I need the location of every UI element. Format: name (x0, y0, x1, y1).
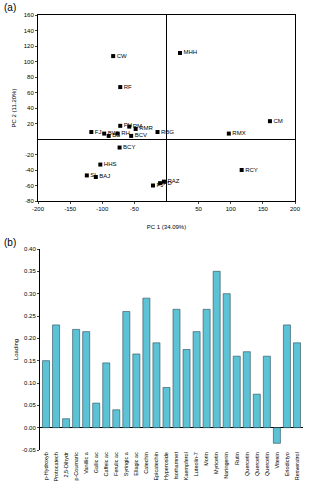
svg-text:Naringenin: Naringenin (223, 452, 229, 479)
svg-text:RMX: RMX (232, 130, 245, 136)
svg-text:BCY: BCY (123, 144, 135, 150)
svg-text:-40: -40 (25, 167, 34, 173)
svg-text:120: 120 (24, 43, 35, 49)
svg-text:Quercetin: Quercetin (254, 452, 260, 476)
svg-text:p-Hydroxyb: p-Hydroxyb (43, 452, 49, 480)
svg-text:-100: -100 (96, 206, 109, 212)
svg-text:HHS: HHS (104, 161, 117, 167)
html-text:(a): (a) (4, 2, 17, 13)
svg-text:Caffeic ac: Caffeic ac (103, 452, 109, 477)
svg-text:RH: RH (121, 130, 130, 136)
svg-text:Quercetin: Quercetin (264, 452, 270, 476)
svg-text:FJ: FJ (95, 129, 102, 135)
svg-text:Protocatech: Protocatech (53, 452, 59, 481)
svg-text:-200: -200 (32, 206, 45, 212)
svg-text:Epicatechin: Epicatechin (153, 452, 159, 480)
svg-text:Vitexin: Vitexin (274, 452, 280, 468)
svg-text:200: 200 (290, 206, 301, 212)
svg-text:Vanillic a: Vanillic a (83, 451, 89, 474)
svg-text:-20: -20 (25, 152, 34, 158)
svg-text:100: 100 (24, 59, 35, 65)
svg-text:Syringic a: Syringic a (123, 451, 129, 476)
svg-text:Resveratrol: Resveratrol (294, 452, 300, 480)
svg-text:Eriodictyo: Eriodictyo (284, 452, 290, 476)
svg-text:BAJ: BAJ (99, 173, 110, 179)
svg-text:-0.05: -0.05 (22, 447, 36, 453)
html-text:(b): (b) (4, 237, 17, 248)
svg-text:CM: CM (273, 118, 282, 124)
svg-text:40: 40 (27, 105, 34, 111)
svg-text:Quercetin: Quercetin (244, 452, 250, 476)
svg-text:RM: RM (133, 123, 142, 129)
svg-text:Hyperoside: Hyperoside (163, 452, 169, 480)
svg-text:p-Coumaric: p-Coumaric (73, 452, 79, 481)
svg-text:0.15: 0.15 (24, 358, 36, 364)
svg-text:RMR: RMR (139, 125, 153, 131)
svg-text:140: 140 (24, 28, 35, 34)
svg-text:150: 150 (258, 206, 269, 212)
svg-text:Ellagic ac: Ellagic ac (133, 452, 139, 476)
svg-text:-50: -50 (130, 206, 139, 212)
svg-text:RCY: RCY (245, 167, 258, 173)
svg-text:Catechin: Catechin (143, 452, 149, 474)
svg-text:-60: -60 (25, 183, 34, 189)
svg-text:RF: RF (124, 84, 132, 90)
svg-text:60: 60 (27, 90, 34, 96)
svg-text:0.10: 0.10 (24, 380, 36, 386)
svg-text:20: 20 (27, 121, 34, 127)
svg-text:0.00: 0.00 (24, 425, 36, 431)
svg-text:Kaempferol: Kaempferol (183, 452, 189, 480)
svg-text:CW: CW (117, 53, 127, 59)
svg-text:Luteolin-7: Luteolin-7 (193, 452, 199, 476)
svg-text:RBG: RBG (161, 129, 174, 135)
svg-text:Rutin: Rutin (234, 452, 240, 465)
svg-text:100: 100 (226, 206, 237, 212)
svg-text:PC 2 (11.20%): PC 2 (11.20%) (11, 89, 17, 128)
svg-text:Morin: Morin (203, 452, 209, 466)
svg-text:0.20: 0.20 (24, 335, 36, 341)
svg-text:0.40: 0.40 (24, 246, 36, 252)
svg-text:0.35: 0.35 (24, 268, 36, 274)
svg-text:Ferulic ac: Ferulic ac (113, 452, 119, 476)
svg-text:Gallic ac: Gallic ac (93, 452, 99, 473)
svg-text:PC 1 (34.09%): PC 1 (34.09%) (147, 224, 186, 230)
svg-text:BCV: BCV (135, 132, 147, 138)
svg-text:SI: SI (90, 172, 96, 178)
svg-text:2,5-Dihydr: 2,5-Dihydr (63, 452, 69, 478)
svg-text:BW: BW (108, 130, 118, 136)
svg-text:PD: PD (164, 180, 173, 186)
svg-text:Isorhamnet: Isorhamnet (173, 452, 179, 480)
svg-text:0.05: 0.05 (24, 402, 36, 408)
svg-text:Myricetin: Myricetin (213, 452, 219, 474)
svg-text:PH: PH (124, 122, 132, 128)
svg-text:0.30: 0.30 (24, 291, 36, 297)
svg-text:160: 160 (24, 12, 35, 18)
svg-text:MHH: MHH (183, 49, 197, 55)
svg-text:0.25: 0.25 (24, 313, 36, 319)
svg-text:PJ: PJ (157, 182, 164, 188)
svg-text:Loading: Loading (13, 339, 19, 360)
svg-text:50: 50 (195, 206, 202, 212)
svg-text:RAZ: RAZ (167, 178, 179, 184)
svg-text:-150: -150 (64, 206, 77, 212)
svg-text:-80: -80 (25, 198, 34, 204)
svg-text:80: 80 (27, 74, 34, 80)
svg-text:BS: BS (112, 132, 120, 138)
